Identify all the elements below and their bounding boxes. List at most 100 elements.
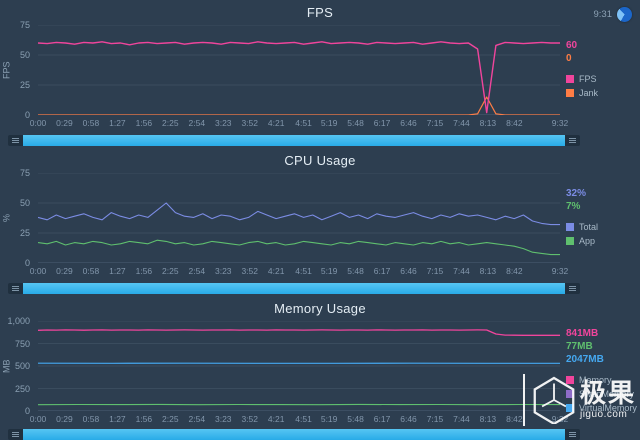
x-tick-label: 3:23 xyxy=(215,266,232,276)
legend-label: Jank xyxy=(579,88,598,98)
cpu-plot xyxy=(38,173,560,263)
x-tick-label: 3:23 xyxy=(215,414,232,424)
legend: FPS Jank xyxy=(566,74,640,98)
memory-line xyxy=(38,330,560,335)
x-tick-label: 2:54 xyxy=(189,266,206,276)
x-tick-label: 7:15 xyxy=(427,414,444,424)
scrollbar-track[interactable] xyxy=(23,283,565,294)
x-tick-label: 4:21 xyxy=(268,414,285,424)
plot-area xyxy=(38,25,560,115)
x-tick-label: 7:44 xyxy=(453,118,470,128)
x-tick-label: 4:21 xyxy=(268,266,285,276)
x-tick-label: 8:13 xyxy=(480,266,497,276)
legend-item-app[interactable]: App xyxy=(566,236,640,246)
current-value: 32% xyxy=(566,187,640,200)
legend-swatch xyxy=(566,75,574,83)
x-tick-label: 5:48 xyxy=(347,118,364,128)
x-tick-label: 1:56 xyxy=(136,414,153,424)
x-tick-label: 5:48 xyxy=(347,414,364,424)
x-tick-label: 2:25 xyxy=(162,118,179,128)
x-tick-label: 1:27 xyxy=(109,266,126,276)
current-value: 841MB xyxy=(566,327,640,340)
x-tick-label: 4:51 xyxy=(295,118,312,128)
y-tick-label: 50 xyxy=(20,198,30,208)
scrollbar-right-handle[interactable] xyxy=(565,429,580,440)
x-tick-label: 7:44 xyxy=(453,266,470,276)
brand-name: 极果 xyxy=(580,380,636,407)
x-tick-label: 0:00 xyxy=(30,118,47,128)
legend-swatch xyxy=(566,237,574,245)
x-tick-label: 4:51 xyxy=(295,414,312,424)
current-values: 32%7% xyxy=(566,173,640,213)
x-tick-label: 7:15 xyxy=(427,266,444,276)
plot-area xyxy=(38,321,560,411)
current-value: 0 xyxy=(566,52,640,65)
x-tick-label: 5:19 xyxy=(321,266,338,276)
legend-item-total[interactable]: Total xyxy=(566,222,640,232)
scrollbar-left-handle[interactable] xyxy=(8,283,23,294)
legend-label: Total xyxy=(579,222,598,232)
watermark-divider xyxy=(523,374,525,426)
x-tick-label: 9:32 xyxy=(552,266,569,276)
legend-item-jank[interactable]: Jank xyxy=(566,88,640,98)
scrollbar-track[interactable] xyxy=(23,429,565,440)
x-tick-label: 3:52 xyxy=(241,414,258,424)
x-tick-label: 2:54 xyxy=(189,118,206,128)
elapsed-time: 9:31 xyxy=(594,9,613,20)
x-tick-label: 0:00 xyxy=(30,266,47,276)
x-tick-label: 6:46 xyxy=(400,266,417,276)
scrollbar-right-handle[interactable] xyxy=(565,135,580,146)
current-value: 7% xyxy=(566,200,640,213)
total-line xyxy=(38,203,560,225)
brand-domain: jiguo.com xyxy=(580,409,636,420)
legend-swatch xyxy=(566,89,574,97)
x-tick-label: 7:44 xyxy=(453,414,470,424)
x-tick-label: 0:58 xyxy=(83,266,100,276)
x-tick-label: 1:56 xyxy=(136,266,153,276)
x-tick-label: 0:29 xyxy=(56,414,73,424)
x-tick-label: 8:13 xyxy=(480,414,497,424)
x-tick-label: 6:17 xyxy=(374,118,391,128)
current-value: 77MB xyxy=(566,340,640,353)
x-tick-label: 8:13 xyxy=(480,118,497,128)
x-tick-label: 0:29 xyxy=(56,118,73,128)
timer-pie-icon[interactable] xyxy=(617,7,632,22)
scrollbar-left-handle[interactable] xyxy=(8,429,23,440)
time-scrollbar[interactable] xyxy=(8,283,580,294)
x-tick-label: 2:25 xyxy=(162,266,179,276)
scrollbar-right-handle[interactable] xyxy=(565,283,580,294)
legend-item-fps[interactable]: FPS xyxy=(566,74,640,84)
legend-label: App xyxy=(579,236,595,246)
recording-clock: 9:31 xyxy=(594,7,633,22)
x-tick-label: 5:48 xyxy=(347,266,364,276)
x-tick-label: 3:52 xyxy=(241,266,258,276)
time-scrollbar[interactable] xyxy=(8,135,580,146)
x-tick-label: 6:17 xyxy=(374,266,391,276)
y-tick-label: 25 xyxy=(20,228,30,238)
y-tick-label: 25 xyxy=(20,80,30,90)
scrollbar-left-handle[interactable] xyxy=(8,135,23,146)
jiguo-watermark: 极果 jiguo.com xyxy=(523,374,640,426)
x-tick-label: 5:19 xyxy=(321,414,338,424)
fps-plot xyxy=(38,25,560,115)
chart-title: FPS xyxy=(0,5,640,20)
x-tick-label: 9:32 xyxy=(552,118,569,128)
x-tick-label: 8:42 xyxy=(506,414,523,424)
scrollbar-track[interactable] xyxy=(23,135,565,146)
legend: Total App xyxy=(566,222,640,246)
x-tick-label: 2:54 xyxy=(189,414,206,424)
time-scrollbar[interactable] xyxy=(8,429,580,440)
x-tick-label: 8:42 xyxy=(506,118,523,128)
x-tick-label: 7:15 xyxy=(427,118,444,128)
